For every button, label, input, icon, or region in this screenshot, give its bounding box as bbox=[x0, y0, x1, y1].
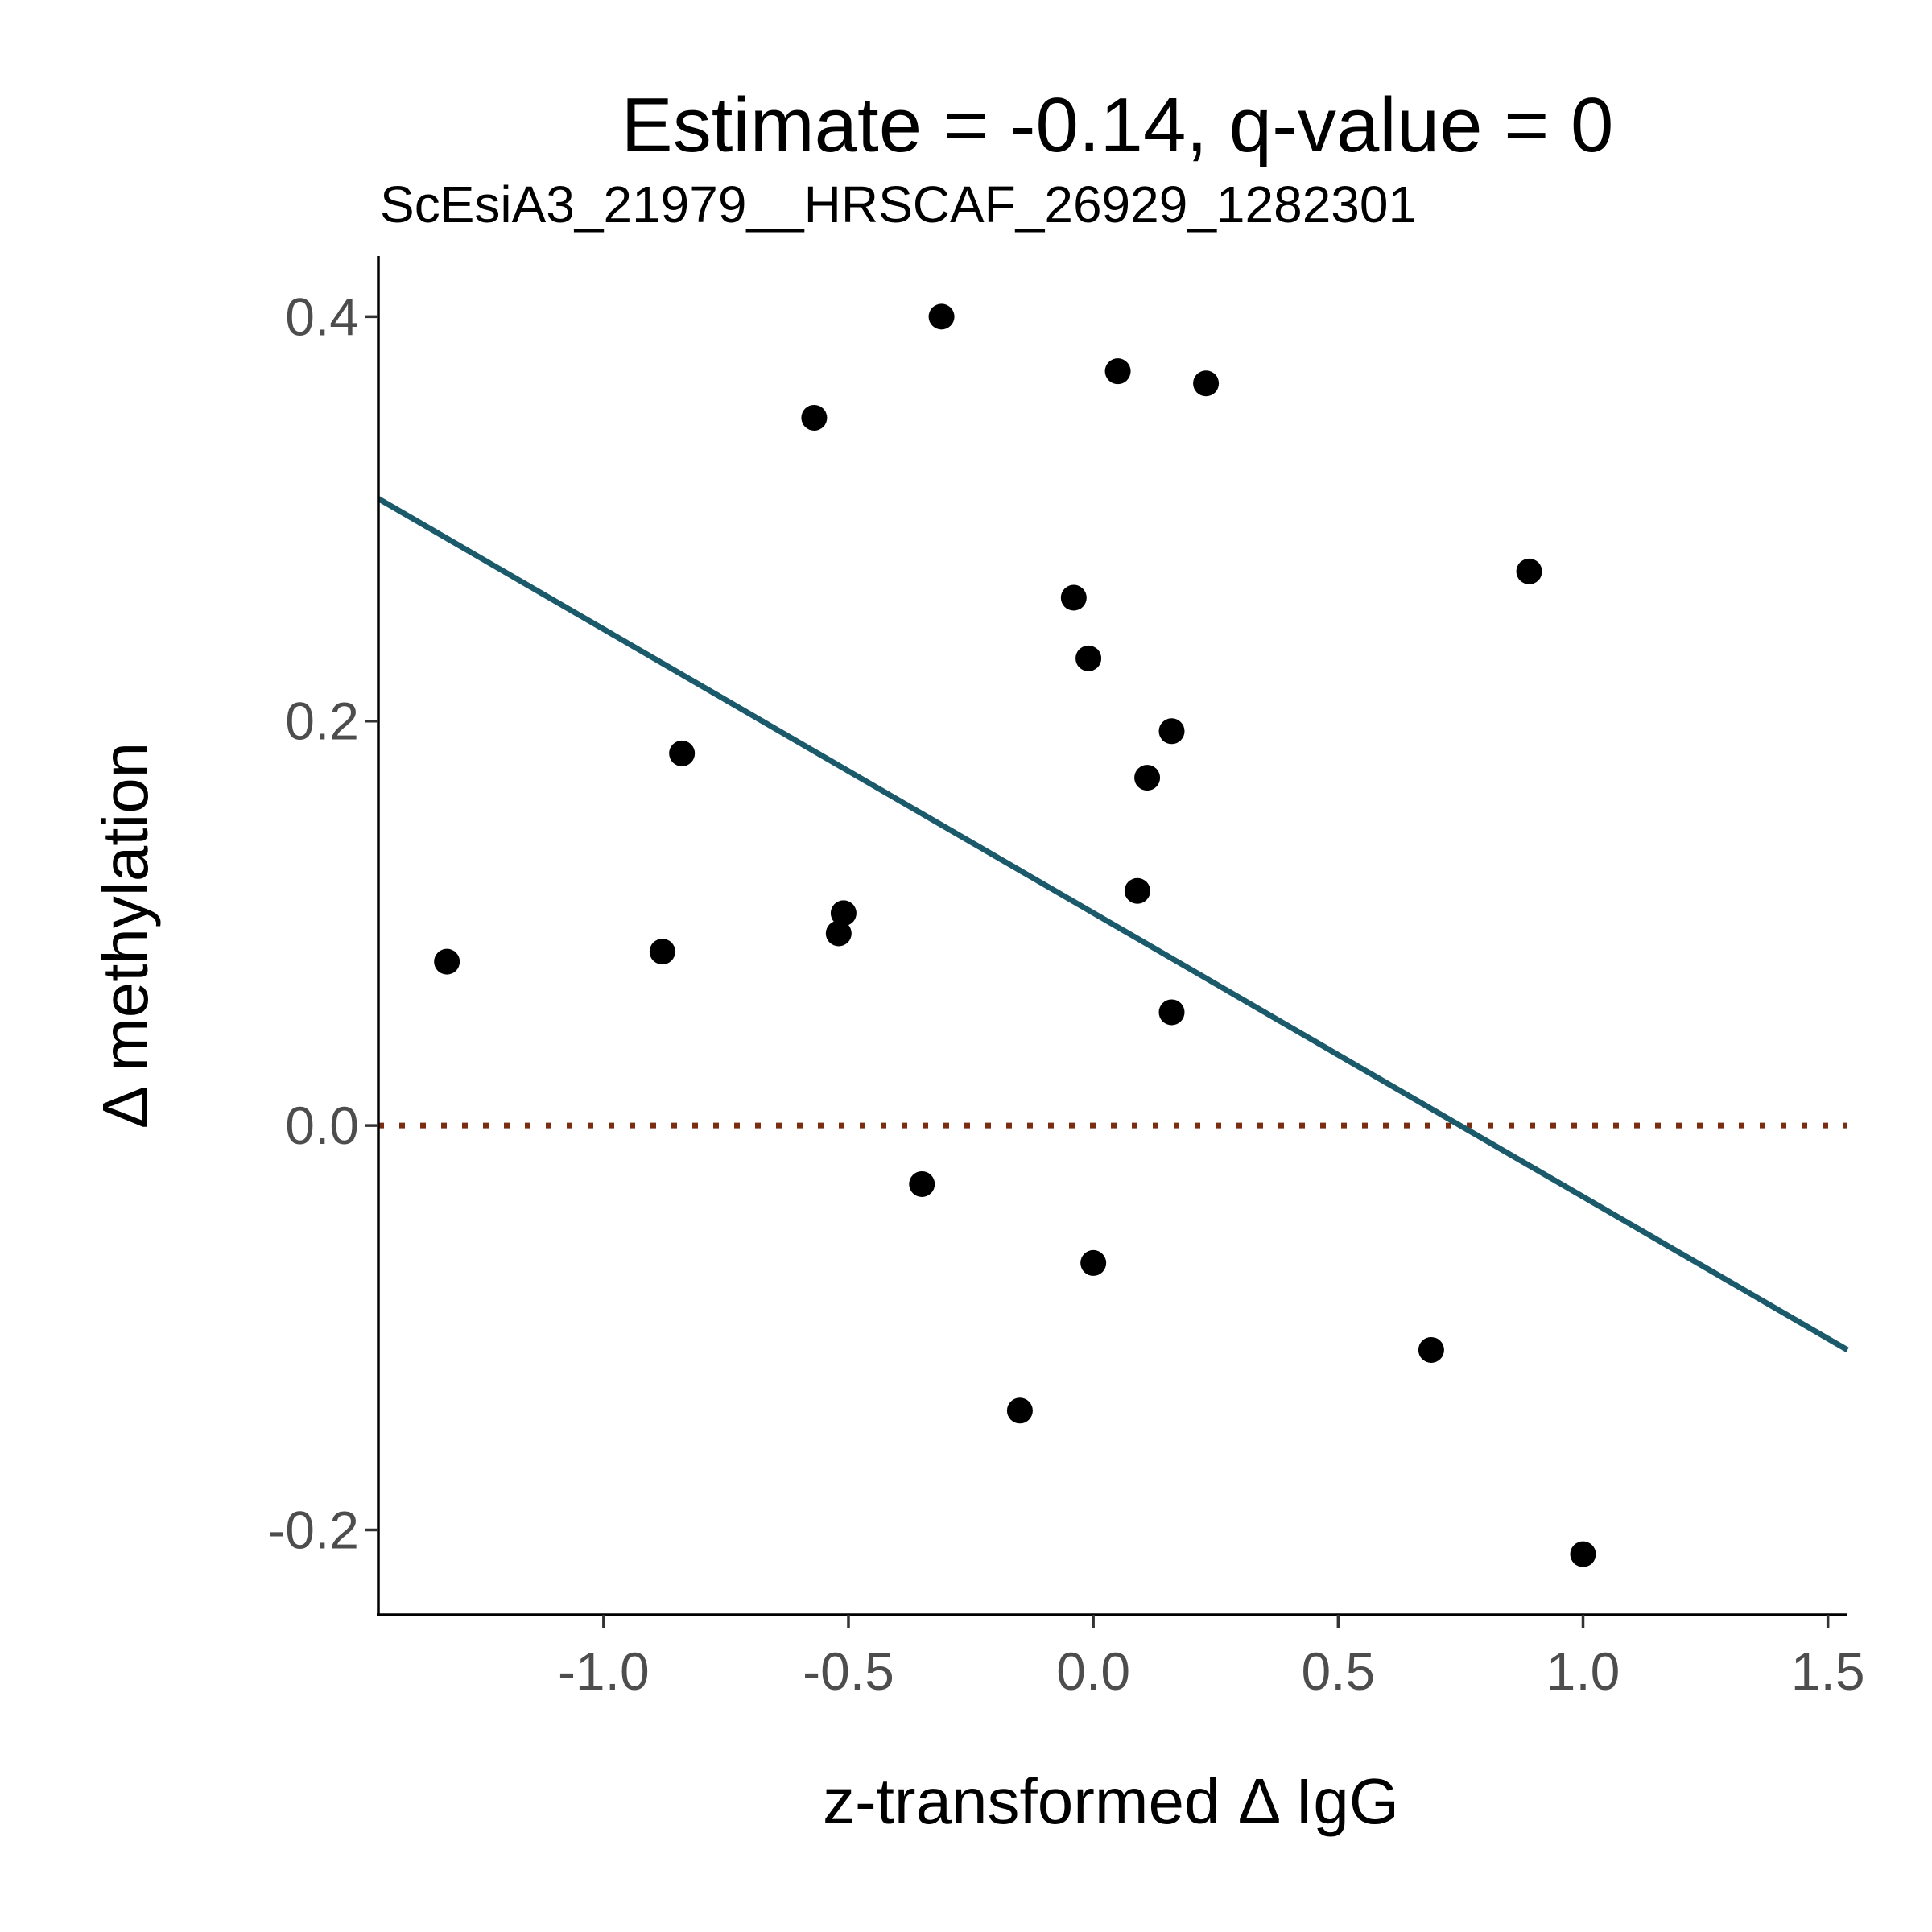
data-point bbox=[801, 404, 828, 431]
data-point bbox=[830, 900, 857, 927]
x-tick-label: 1.0 bbox=[1546, 1641, 1620, 1701]
fit-line-layer bbox=[377, 496, 1849, 1352]
data-point bbox=[909, 1170, 935, 1197]
x-tick-label: 1.5 bbox=[1791, 1641, 1865, 1701]
y-tick-label: 0.2 bbox=[285, 691, 359, 751]
x-axis-title: z-transformed Δ IgG bbox=[823, 1765, 1399, 1837]
data-point bbox=[1158, 718, 1185, 745]
data-point bbox=[1124, 877, 1150, 904]
x-tick-label: -1.0 bbox=[558, 1641, 650, 1701]
data-point bbox=[669, 740, 696, 766]
data-point bbox=[1193, 370, 1220, 397]
data-point bbox=[1075, 645, 1102, 671]
data-point bbox=[1134, 765, 1161, 791]
y-tick-label: -0.2 bbox=[267, 1501, 359, 1560]
x-tick-label: 0.5 bbox=[1301, 1641, 1375, 1701]
data-point bbox=[1418, 1336, 1444, 1363]
data-point bbox=[1060, 584, 1087, 611]
regression-fit-line bbox=[377, 496, 1849, 1352]
y-axis-title: Δ methylation bbox=[89, 742, 161, 1129]
data-point bbox=[1570, 1541, 1596, 1567]
chart-title: Estimate = -0.14, q-value = 0 bbox=[621, 82, 1614, 168]
data-point bbox=[825, 920, 852, 947]
y-tick-label: 0.4 bbox=[285, 287, 359, 346]
data-point bbox=[1104, 358, 1131, 385]
x-axis-ticks: -1.0 -0.5 0.0 0.5 1.0 1.5 bbox=[558, 1615, 1865, 1701]
data-point bbox=[1516, 558, 1542, 584]
data-point bbox=[1158, 999, 1185, 1026]
data-point bbox=[1006, 1397, 1033, 1424]
chart-subtitle: ScEsiA3_21979__HRSCAF_26929_1282301 bbox=[380, 175, 1417, 233]
data-point bbox=[928, 303, 955, 330]
y-tick-label: 0.0 bbox=[285, 1096, 359, 1155]
x-tick-label: -0.5 bbox=[803, 1641, 894, 1701]
data-point bbox=[649, 939, 675, 965]
data-point bbox=[434, 948, 460, 975]
y-axis-ticks: -0.2 0.0 0.2 0.4 bbox=[267, 287, 378, 1560]
points-layer bbox=[434, 303, 1596, 1567]
data-point bbox=[1080, 1249, 1107, 1276]
x-tick-label: 0.0 bbox=[1056, 1641, 1130, 1701]
